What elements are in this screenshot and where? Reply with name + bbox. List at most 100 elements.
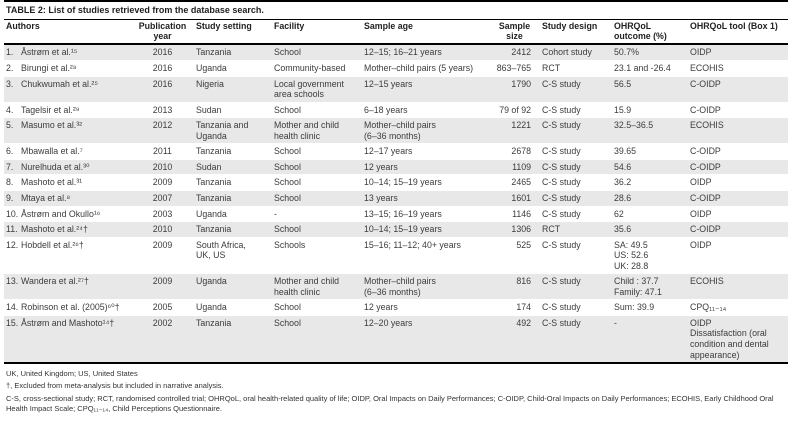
row-number: 12.: [6, 239, 19, 250]
cell-age: 10–14; 15–19 years: [362, 221, 492, 238]
cell-age: 12–20 years: [362, 315, 492, 364]
table-row: 5. Masumo et al.³² 2012 Tanzania and Uganda…: [4, 117, 788, 145]
cell-age: Mother–child pairs (5 years): [362, 60, 492, 77]
cell-design: C-S study: [540, 117, 612, 145]
cell-age: 15–16; 11–12; 40+ years: [362, 237, 492, 275]
cell-tool: ECOHIS: [688, 60, 788, 77]
cell-facility: School: [272, 102, 362, 119]
cell-facility: School: [272, 143, 362, 160]
cell-setting: Tanzania: [194, 174, 272, 191]
author-name: Åstrøm and Mashoto¹⁴†: [21, 317, 115, 328]
cell-year: 2013: [134, 102, 194, 119]
cell-age: 12–15; 16–21 years: [362, 44, 492, 62]
table-title-text: List of studies retrieved from the datab…: [48, 5, 264, 15]
cell-facility: -: [272, 206, 362, 223]
cell-design: C-S study: [540, 102, 612, 119]
table-row: 12. Hobdell et al.²⁶† 2009 South Africa, UK…: [4, 237, 788, 275]
cell-size: 2678: [492, 143, 540, 160]
cell-outcome: 15.9: [612, 102, 688, 119]
cell-year: 2002: [134, 315, 194, 364]
cell-setting: Tanzania and Uganda: [194, 117, 272, 145]
cell-year: 2016: [134, 44, 194, 62]
author-name: Mbawalla et al.⁷: [21, 146, 83, 157]
cell-age: 12–15 years: [362, 76, 492, 103]
cell-facility: School: [272, 315, 362, 364]
cell-outcome: 35.6: [612, 221, 688, 238]
column-header-facility: Facility: [272, 19, 362, 46]
cell-age: 12 years: [362, 299, 492, 316]
row-number: 3.: [6, 78, 14, 89]
cell-outcome: -: [612, 315, 688, 364]
cell-authors: 7. Nurelhuda et al.³⁰: [4, 159, 134, 176]
table-row: 2. Birungi et al.²⁸ 2016 Uganda Community-ba…: [4, 60, 788, 77]
cell-tool: ECOHIS: [688, 273, 788, 301]
cell-size: 816: [492, 273, 540, 301]
table-row: 3. Chukwumah et al.²⁵ 2016 Nigeria Local gov…: [4, 76, 788, 103]
cell-tool: C-OIDP: [688, 190, 788, 207]
cell-setting: Tanzania: [194, 221, 272, 238]
cell-tool: ECOHIS: [688, 117, 788, 145]
cell-authors: 9. Mtaya et al.⁸: [4, 190, 134, 207]
cell-tool: OIDP: [688, 237, 788, 275]
table-row: 1. Åstrøm et al.¹⁵ 2016 Tanzania School 12–15…: [4, 44, 788, 62]
cell-age: 12–17 years: [362, 143, 492, 160]
row-number: 9.: [6, 192, 14, 203]
cell-size: 1306: [492, 221, 540, 238]
column-header-tool: OHRQoL tool (Box 1): [688, 19, 788, 46]
author-name: Mtaya et al.⁸: [21, 192, 71, 203]
footnote-dagger: †, Excluded from meta-analysis but inclu…: [6, 381, 224, 391]
cell-setting: Tanzania: [194, 143, 272, 160]
column-header-design: Study design: [540, 19, 612, 46]
row-number: 15.: [6, 317, 19, 328]
cell-year: 2005: [134, 299, 194, 316]
table-row: 10. Åstrøm and Okullo¹⁶ 2003 Uganda -13–15; …: [4, 206, 788, 223]
cell-size: 1146: [492, 206, 540, 223]
cell-year: 2016: [134, 60, 194, 77]
cell-outcome: Child : 37.7 Family: 47.1: [612, 273, 688, 301]
cell-size: 863–765: [492, 60, 540, 77]
cell-outcome: 32.5–36.5: [612, 117, 688, 145]
cell-design: C-S study: [540, 237, 612, 275]
cell-authors: 11. Mashoto et al.²⁴†: [4, 221, 134, 238]
cell-authors: 12. Hobdell et al.²⁶†: [4, 237, 134, 275]
cell-design: C-S study: [540, 299, 612, 316]
cell-age: Mother–child pairs (6–36 months): [362, 273, 492, 301]
cell-setting: Sudan: [194, 159, 272, 176]
table-row: 7. Nurelhuda et al.³⁰ 2010 Sudan School 12 ye…: [4, 159, 788, 176]
cell-year: 2011: [134, 143, 194, 160]
cell-authors: 3. Chukwumah et al.²⁵: [4, 76, 134, 103]
cell-size: 1790: [492, 76, 540, 103]
cell-size: 174: [492, 299, 540, 316]
cell-setting: Tanzania: [194, 315, 272, 364]
cell-facility: School: [272, 299, 362, 316]
column-header-setting: Study setting: [194, 19, 272, 46]
cell-age: 6–18 years: [362, 102, 492, 119]
row-number: 5.: [6, 120, 14, 131]
row-number: 13.: [6, 276, 19, 287]
table-row: 6. Mbawalla et al.⁷ 2011 Tanzania School 12–1…: [4, 143, 788, 160]
cell-tool: OIDP: [688, 206, 788, 223]
cell-setting: South Africa, UK, US: [194, 237, 272, 275]
table-row: 13. Wandera et al.²⁷† 2009 Uganda Mother and…: [4, 273, 788, 301]
column-header-authors: Authors: [4, 19, 134, 46]
cell-tool: OIDP: [688, 174, 788, 191]
row-number: 1.: [6, 47, 14, 58]
cell-tool: C-OIDP: [688, 221, 788, 238]
cell-size: 2412: [492, 44, 540, 62]
cell-facility: School: [272, 174, 362, 191]
cell-size: 492: [492, 315, 540, 364]
cell-age: 13 years: [362, 190, 492, 207]
cell-design: C-S study: [540, 174, 612, 191]
row-number: 10.: [6, 208, 19, 219]
cell-design: RCT: [540, 221, 612, 238]
row-number: 8.: [6, 177, 14, 188]
cell-tool: C-OIDP: [688, 159, 788, 176]
cell-size: 1109: [492, 159, 540, 176]
cell-tool: OIDP: [688, 44, 788, 62]
cell-design: C-S study: [540, 206, 612, 223]
cell-age: 10–14; 15–19 years: [362, 174, 492, 191]
cell-year: 2009: [134, 237, 194, 275]
cell-outcome: 54.6: [612, 159, 688, 176]
cell-authors: 1. Åstrøm et al.¹⁵: [4, 44, 134, 62]
